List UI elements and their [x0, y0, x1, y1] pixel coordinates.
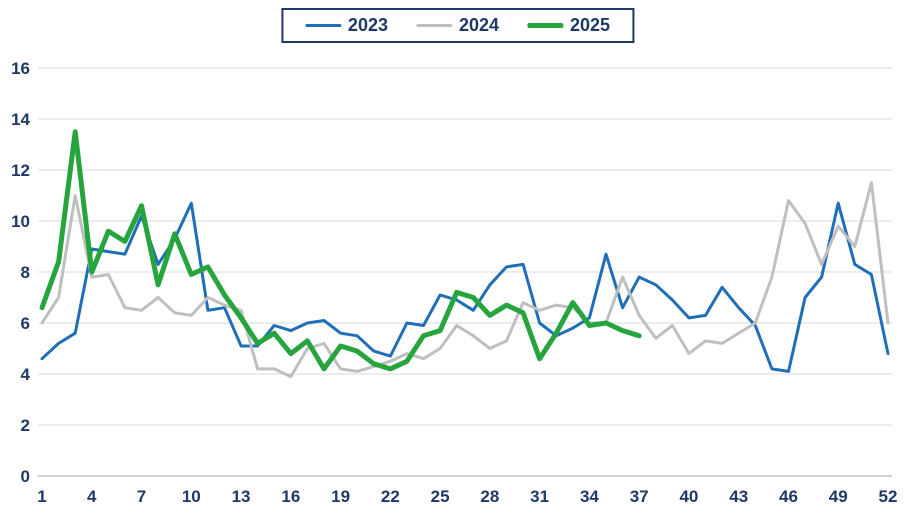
- x-axis-tick-49: 49: [829, 487, 848, 506]
- x-axis-tick-31: 31: [530, 487, 549, 506]
- y-axis-tick-10: 10: [11, 212, 30, 231]
- y-axis-tick-2: 2: [21, 416, 30, 435]
- legend-item-2025: 2025: [527, 15, 610, 36]
- y-axis-tick-6: 6: [21, 314, 30, 333]
- legend-item-2024: 2024: [415, 15, 500, 36]
- legend-label-2024: 2024: [458, 15, 500, 35]
- x-axis-tick-7: 7: [137, 487, 146, 506]
- legend-label-2023: 2023: [347, 15, 388, 35]
- y-axis-tick-8: 8: [21, 263, 30, 282]
- y-axis-tick-12: 12: [11, 161, 30, 180]
- series-line-2025: [39, 129, 642, 372]
- chart-legend: 2023 2024 2025: [280, 8, 635, 43]
- x-axis-tick-25: 25: [431, 487, 450, 506]
- x-axis-tick-19: 19: [331, 487, 350, 506]
- x-axis-tick-4: 4: [87, 487, 97, 506]
- x-axis-tick-22: 22: [381, 487, 400, 506]
- x-axis-tick-46: 46: [779, 487, 798, 506]
- x-axis-tick-1: 1: [37, 487, 46, 506]
- legend-swatch-2025-line: [527, 23, 564, 28]
- y-axis-tick-14: 14: [11, 110, 30, 129]
- x-axis-tick-28: 28: [480, 487, 499, 506]
- x-axis-tick-37: 37: [630, 487, 649, 506]
- x-axis-tick-13: 13: [232, 487, 251, 506]
- legend-swatch-2024-line: [415, 24, 452, 27]
- x-axis-tick-34: 34: [580, 487, 599, 506]
- y-axis-tick-0: 0: [21, 467, 30, 486]
- x-axis-tick-16: 16: [281, 487, 300, 506]
- x-axis-tick-43: 43: [729, 487, 748, 506]
- y-axis-tick-4: 4: [21, 365, 31, 384]
- legend-swatch-2023-line: [304, 24, 341, 27]
- legend-label-2025: 2025: [570, 15, 611, 35]
- x-axis-tick-10: 10: [182, 487, 201, 506]
- y-axis-tick-16: 16: [11, 59, 30, 78]
- series-line-2023: [40, 201, 890, 373]
- series-line-2024: [40, 181, 890, 379]
- x-axis-tick-52: 52: [879, 487, 898, 506]
- x-axis-tick-40: 40: [679, 487, 698, 506]
- legend-item-2023: 2023: [304, 15, 388, 36]
